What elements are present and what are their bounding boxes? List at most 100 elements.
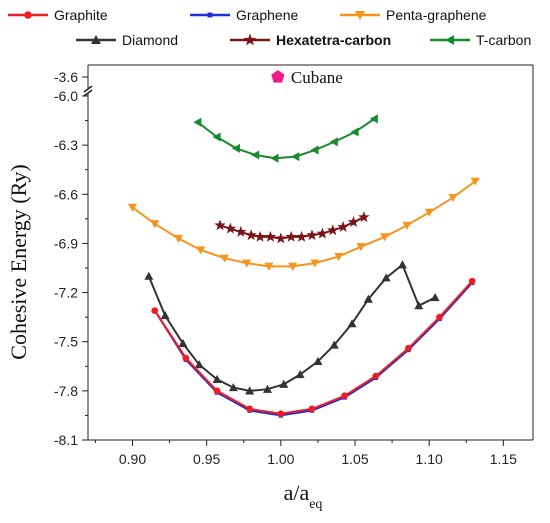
data-point <box>193 117 202 127</box>
data-point <box>397 260 407 269</box>
plot-frame <box>83 64 534 441</box>
data-point <box>228 383 238 392</box>
y-axis-ticks: -8.1 -7.8 -7.5 -7.2 -6.9 -6.6 -6.3 -6.0 -3.6 <box>54 69 88 448</box>
data-point <box>369 114 378 124</box>
data-point <box>448 193 458 203</box>
data-point <box>182 354 190 362</box>
data-point <box>358 211 370 223</box>
legend: Graphite Graphene Penta-graphene Diamond Hex… <box>8 7 531 48</box>
data-point <box>414 301 424 310</box>
legend-marker <box>207 12 213 18</box>
legend-marker <box>91 35 101 44</box>
series-t-carbon <box>193 114 378 163</box>
data-point <box>264 230 277 242</box>
y-tick-label: -7.2 <box>54 285 78 301</box>
data-point <box>224 222 237 234</box>
legend-label: Graphene <box>236 7 298 23</box>
x-tick-label: 1.15 <box>490 451 517 467</box>
data-point <box>288 262 298 271</box>
y-tick-label-upper: -3.6 <box>54 69 78 85</box>
data-point <box>436 313 443 321</box>
y-tick-label: -6.0 <box>54 88 78 104</box>
data-point <box>212 132 221 142</box>
data-point <box>212 374 222 383</box>
legend-item-penta-graphene: Penta-graphene <box>340 7 487 23</box>
data-point <box>262 384 272 393</box>
y-axis-title: Cohesive Energy (Ry) <box>6 164 31 359</box>
data-point <box>329 340 339 349</box>
series-line <box>197 118 375 160</box>
data-point <box>316 227 329 239</box>
cubane-label: Cubane <box>291 68 343 87</box>
legend-item-diamond: Diamond <box>76 32 178 48</box>
series-diamond <box>144 260 440 395</box>
data-point <box>347 216 360 228</box>
legend-label: Diamond <box>122 32 178 48</box>
data-point <box>150 220 160 229</box>
y-tick-label: -8.1 <box>54 432 78 448</box>
data-point <box>194 360 204 369</box>
series-line <box>131 180 476 268</box>
legend-marker <box>445 35 454 45</box>
data-point <box>363 294 373 303</box>
series-graphite <box>151 277 476 418</box>
y-tick-label: -7.5 <box>54 334 78 350</box>
series-line <box>147 263 436 392</box>
data-point <box>329 137 338 147</box>
data-point <box>347 319 357 328</box>
data-point <box>144 271 154 280</box>
data-point <box>231 143 240 153</box>
data-point <box>327 224 339 236</box>
legend-label: Hexatetra-carbon <box>276 32 391 48</box>
data-point <box>242 259 252 268</box>
x-axis-title-main: a/a <box>284 480 310 505</box>
data-point <box>341 392 348 400</box>
x-tick-label: 1.05 <box>341 451 368 467</box>
data-point <box>430 292 440 302</box>
data-point <box>213 387 221 395</box>
data-point <box>381 273 391 282</box>
data-point <box>356 243 366 252</box>
y-tick-label: -7.8 <box>54 383 78 399</box>
data-point <box>285 230 297 242</box>
data-point <box>380 233 390 242</box>
data-point <box>334 252 344 262</box>
data-point <box>196 246 206 255</box>
data-point <box>235 225 247 237</box>
legend-label: Penta-graphene <box>386 7 487 23</box>
data-point <box>291 152 300 162</box>
x-tick-label: 0.90 <box>119 451 146 467</box>
legend-label: T-carbon <box>476 32 531 48</box>
data-point <box>310 259 320 268</box>
data-point <box>468 277 476 285</box>
data-point <box>173 234 183 244</box>
data-point <box>295 230 308 242</box>
data-point <box>295 369 305 379</box>
data-point <box>306 229 318 241</box>
data-point <box>245 386 255 395</box>
data-series <box>128 114 480 418</box>
legend-item-t-carbon: T-carbon <box>430 32 531 48</box>
x-axis-title: a/aeq <box>284 480 323 512</box>
data-point <box>277 410 285 418</box>
legend-marker <box>355 11 365 20</box>
data-point <box>350 127 359 137</box>
y-tick-label: -6.6 <box>54 186 78 202</box>
legend-item-graphite: Graphite <box>8 7 108 23</box>
data-point <box>128 203 137 212</box>
legend-label: Graphite <box>54 7 108 23</box>
data-point <box>219 254 229 263</box>
x-tick-label: 1.00 <box>267 451 294 467</box>
data-point <box>214 219 226 231</box>
legend-item-hexatetra-carbon: Hexatetra-carbon <box>230 32 391 48</box>
data-point <box>279 379 289 388</box>
legend-marker <box>24 11 32 19</box>
data-point <box>251 150 260 160</box>
cubane-marker <box>271 70 285 83</box>
data-point <box>337 221 349 232</box>
series-hexatetra-carbon <box>214 211 370 244</box>
data-point <box>264 262 274 271</box>
series-penta-graphene <box>128 177 480 271</box>
data-point <box>372 372 380 380</box>
data-point <box>270 153 279 163</box>
